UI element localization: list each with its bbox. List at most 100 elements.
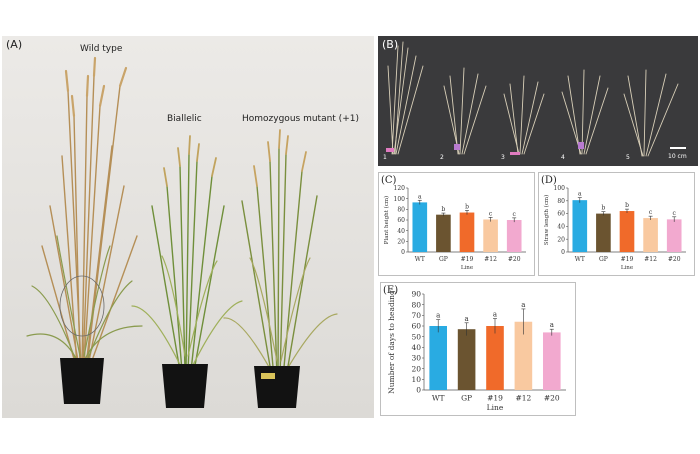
significance-letter: a	[521, 301, 525, 309]
straws-photo	[378, 36, 698, 166]
significance-letter: b	[601, 205, 605, 212]
x-tick-label: #12	[484, 256, 497, 263]
significance-letter: b	[465, 203, 469, 210]
wild-type-plant	[26, 56, 143, 367]
panel-label: (C)	[381, 175, 397, 186]
straw-bundle-5	[623, 69, 679, 157]
x-tick-label: #20	[508, 256, 521, 263]
significance-letter: c	[649, 209, 653, 216]
x-tick-label: #19	[461, 256, 474, 263]
panel-b-label: (B)	[382, 38, 399, 51]
bar	[619, 211, 635, 252]
x-tick-label: GP	[599, 256, 608, 263]
significance-letter: a	[436, 312, 440, 320]
bar	[596, 213, 611, 252]
significance-letter: c	[489, 210, 493, 217]
x-tick-label: #12	[644, 256, 657, 263]
caption-biallelic: Biallelic	[167, 114, 202, 124]
y-tick-label: 120	[394, 185, 406, 192]
y-tick-label: 90	[411, 290, 421, 299]
x-tick-label: #20	[544, 394, 560, 403]
bar	[412, 202, 428, 252]
y-tick-label: 60	[397, 217, 405, 224]
bar	[457, 329, 476, 390]
y-tick-label: 40	[557, 224, 565, 231]
y-tick-label: 100	[394, 196, 406, 203]
significance-letter: c	[673, 210, 677, 217]
significance-letter: b	[625, 202, 629, 209]
y-tick-label: 80	[397, 206, 405, 213]
x-axis-label: Line	[487, 403, 504, 412]
significance-letter: c	[513, 211, 517, 218]
plant-number-4: 4	[561, 154, 565, 161]
y-tick-label: 0	[416, 386, 421, 395]
y-tick-label: 20	[411, 364, 421, 373]
x-tick-label: WT	[575, 256, 585, 263]
significance-letter: a	[418, 193, 422, 200]
x-tick-label: #19	[487, 394, 503, 403]
y-tick-label: 20	[557, 236, 565, 243]
x-axis-label: Line	[621, 265, 633, 271]
plants-photo	[2, 36, 374, 418]
x-tick-label: GP	[439, 256, 448, 263]
bar	[572, 200, 588, 252]
y-tick-label: 100	[554, 185, 566, 192]
y-tick-label: 60	[557, 211, 565, 218]
scale-bar-label: 10 cm	[668, 153, 687, 160]
caption-wild-type: Wild type	[80, 44, 123, 54]
plant-number-2: 2	[440, 154, 444, 161]
panel-b-photo: (B) 1 2 3 4 5 10 cm	[378, 36, 698, 166]
y-tick-label: 0	[401, 249, 405, 256]
chart-svg: (C) 0 20 40 60 80 100 120 Plant height (cm) a WT b G…	[378, 172, 535, 276]
y-tick-label: 80	[557, 198, 565, 205]
y-tick-label: 40	[397, 228, 405, 235]
y-axis-label: Plant height (cm)	[383, 196, 390, 244]
caption-homozygous-mutant: Homozygous mutant (+1)	[242, 114, 359, 124]
plant-number-3: 3	[501, 154, 505, 161]
chart-e-days-to-heading: (E) 0 10 20 30 40 50 60 70 80 90 Number of days to …	[380, 282, 576, 420]
pot-tag	[261, 373, 275, 379]
significance-letter: b	[441, 206, 445, 213]
straw-bundle-2	[443, 67, 487, 155]
straw-bundle-3	[503, 75, 545, 155]
y-tick-label: 30	[411, 354, 421, 363]
y-tick-label: 20	[397, 238, 405, 245]
bar	[459, 212, 475, 252]
straw-bundle-4	[561, 69, 609, 155]
x-tick-label: #12	[515, 394, 531, 403]
plant-number-5: 5	[626, 154, 630, 161]
y-tick-label: 0	[561, 249, 565, 256]
chart-c-plant-height: (C) 0 20 40 60 80 100 120 Plant height (cm) a WT b G…	[378, 172, 535, 280]
y-tick-label: 50	[411, 332, 421, 341]
x-tick-label: #20	[668, 256, 681, 263]
panel-a-photo: (A) Wild type Biallelic Homozygous mutan…	[2, 36, 374, 418]
pot-homozygous-mutant	[254, 366, 300, 408]
bar	[506, 220, 522, 252]
chart-svg: (D) 0 20 40 60 80 100 Straw length (cm) a WT b GP b #…	[538, 172, 695, 276]
bar	[643, 218, 658, 252]
x-tick-label: #19	[621, 256, 634, 263]
tag-1	[386, 148, 394, 152]
y-tick-label: 40	[411, 343, 421, 352]
panel-label: (D)	[541, 175, 557, 186]
y-tick-label: 60	[411, 322, 421, 331]
bar	[666, 219, 682, 252]
x-tick-label: WT	[432, 394, 445, 403]
bar	[429, 326, 448, 390]
scale-bar	[670, 147, 686, 149]
bar	[436, 214, 451, 252]
bar	[483, 219, 498, 252]
y-axis-label: Straw length (cm)	[543, 195, 550, 246]
pot-wild-type	[60, 358, 104, 404]
panel-a-label: (A)	[6, 38, 23, 51]
significance-letter: a	[465, 315, 469, 323]
biallelic-plant	[131, 135, 243, 372]
y-tick-label: 10	[411, 375, 421, 384]
bar	[514, 321, 533, 390]
x-axis-label: Line	[461, 265, 473, 271]
panel-label: (E)	[383, 285, 398, 296]
homozygous-mutant-plant	[223, 129, 338, 379]
y-tick-label: 80	[411, 300, 421, 309]
x-tick-label: WT	[415, 256, 425, 263]
